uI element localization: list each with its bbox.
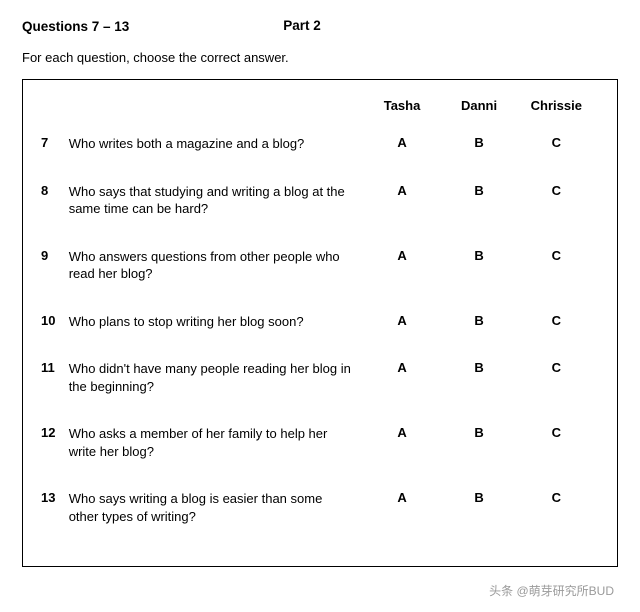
option-c[interactable]: C xyxy=(518,490,595,555)
question-text: Who didn't have many people reading her … xyxy=(69,360,364,425)
option-a[interactable]: A xyxy=(364,248,441,313)
option-c[interactable]: C xyxy=(518,135,595,183)
column-header-b: Danni xyxy=(441,98,518,135)
option-c[interactable]: C xyxy=(518,360,595,425)
question-row: 9 Who answers questions from other peopl… xyxy=(41,248,595,313)
option-b[interactable]: B xyxy=(441,360,518,425)
option-a[interactable]: A xyxy=(364,425,441,490)
option-b[interactable]: B xyxy=(441,490,518,555)
questions-box: Tasha Danni Chrissie 7 Who writes both a… xyxy=(22,79,618,567)
question-row: 12 Who asks a member of her family to he… xyxy=(41,425,595,490)
option-b[interactable]: B xyxy=(441,425,518,490)
option-a[interactable]: A xyxy=(364,183,441,248)
question-number: 10 xyxy=(41,313,69,361)
option-b[interactable]: B xyxy=(441,313,518,361)
question-text: Who plans to stop writing her blog soon? xyxy=(69,313,364,361)
question-row: 10 Who plans to stop writing her blog so… xyxy=(41,313,595,361)
question-row: 11 Who didn't have many people reading h… xyxy=(41,360,595,425)
question-text: Who asks a member of her family to help … xyxy=(69,425,364,490)
option-c[interactable]: C xyxy=(518,183,595,248)
option-a[interactable]: A xyxy=(364,313,441,361)
option-c[interactable]: C xyxy=(518,425,595,490)
instruction-text: For each question, choose the correct an… xyxy=(22,50,618,65)
question-row: 8 Who says that studying and writing a b… xyxy=(41,183,595,248)
question-number: 7 xyxy=(41,135,69,183)
option-b[interactable]: B xyxy=(441,248,518,313)
option-a[interactable]: A xyxy=(364,490,441,555)
question-number: 9 xyxy=(41,248,69,313)
option-a[interactable]: A xyxy=(364,135,441,183)
option-c[interactable]: C xyxy=(518,313,595,361)
question-text: Who says writing a blog is easier than s… xyxy=(69,490,364,555)
question-text: Who answers questions from other people … xyxy=(69,248,364,313)
question-row: 7 Who writes both a magazine and a blog?… xyxy=(41,135,595,183)
question-number: 13 xyxy=(41,490,69,555)
column-header-a: Tasha xyxy=(364,98,441,135)
question-number: 8 xyxy=(41,183,69,248)
question-text: Who says that studying and writing a blo… xyxy=(69,183,364,248)
option-c[interactable]: C xyxy=(518,248,595,313)
option-b[interactable]: B xyxy=(441,135,518,183)
option-a[interactable]: A xyxy=(364,360,441,425)
column-header-c: Chrissie xyxy=(518,98,595,135)
question-text: Who writes both a magazine and a blog? xyxy=(69,135,364,183)
question-row: 13 Who says writing a blog is easier tha… xyxy=(41,490,595,555)
table-header-row: Tasha Danni Chrissie xyxy=(41,98,595,135)
question-number: 12 xyxy=(41,425,69,490)
question-number: 11 xyxy=(41,360,69,425)
watermark-text: 头条 @萌芽研究所BUD xyxy=(489,582,614,599)
questions-table: Tasha Danni Chrissie 7 Who writes both a… xyxy=(41,98,595,556)
option-b[interactable]: B xyxy=(441,183,518,248)
